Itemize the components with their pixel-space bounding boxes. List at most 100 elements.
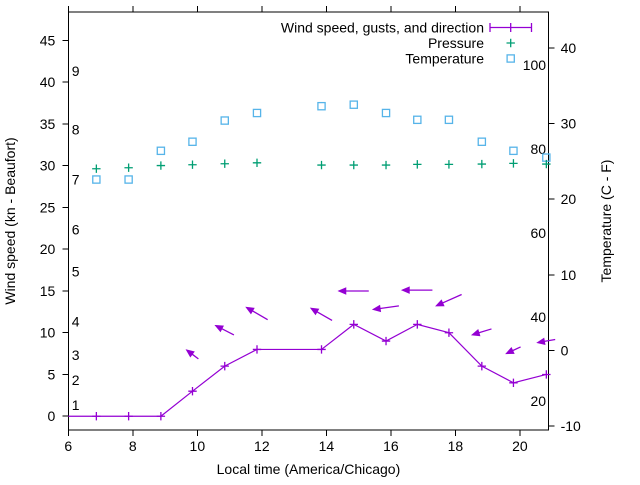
pressure-point <box>381 160 391 170</box>
wind-speed-point <box>477 361 487 371</box>
plot-border <box>67 11 550 431</box>
gust-direction-arrow-shaft <box>478 328 492 334</box>
wind-speed-point <box>156 412 166 421</box>
legend-label-wind: Wind speed, gusts, and direction <box>281 20 484 36</box>
beaufort-scale-label: 8 <box>72 121 80 137</box>
gust-direction-arrow-head <box>505 347 515 355</box>
y-axis-tick-label: 0 <box>48 408 56 424</box>
gust-direction-arrow <box>371 304 399 313</box>
legend <box>489 23 533 32</box>
x-axis-tick-label: 16 <box>383 438 399 454</box>
y-axis-tick-label: 40 <box>40 74 56 90</box>
temperature-point <box>444 115 454 125</box>
temperature-point <box>509 146 518 156</box>
y-axis-title: Wind speed (kn - Beaufort) <box>2 137 18 304</box>
y-axis-tick-label: 10 <box>40 325 56 341</box>
y2-axis-title: Temperature (C - F) <box>598 160 614 283</box>
beaufort-scale-label: 1 <box>72 397 80 413</box>
beaufort-scale-label: 6 <box>72 222 80 238</box>
gust-direction-arrow-head <box>309 307 320 316</box>
wind-speed-point <box>188 386 197 396</box>
gust-direction-arrow <box>470 328 492 337</box>
gust-direction-arrow-head <box>371 304 382 313</box>
gust-direction-arrow <box>309 307 333 322</box>
legend-sample-temperature <box>506 54 515 63</box>
temperature-point <box>220 116 229 125</box>
gust-direction-arrow-head <box>337 287 347 295</box>
y2-axis-tick-label: 40 <box>561 40 577 56</box>
wind-speed-line <box>68 323 547 417</box>
wind-speed-point <box>220 361 229 371</box>
wind-speed-point <box>92 412 101 421</box>
gust-direction-arrow-shaft <box>221 328 235 336</box>
gust-direction-arrow-head <box>435 299 445 307</box>
gust-direction-arrow <box>435 293 462 307</box>
legend-label-temperature: Temperature <box>405 51 484 67</box>
wind-speed-point <box>317 345 326 354</box>
wind-speed-point <box>349 320 358 329</box>
temperature-point <box>92 175 101 184</box>
y2-axis-tick-label: 30 <box>561 116 577 132</box>
fahrenheit-scale-label: 100 <box>523 57 547 73</box>
gust-direction-arrow-head <box>245 306 255 315</box>
gust-direction-arrow-head <box>185 349 195 358</box>
x-axis-tick-label: 12 <box>254 438 270 454</box>
pressure-point <box>444 160 454 169</box>
y2-axis-tick-label: 10 <box>561 267 577 283</box>
gust-direction-arrow <box>245 306 268 321</box>
gust-direction-arrow <box>400 286 433 294</box>
legend-label-pressure: Pressure <box>428 35 484 51</box>
beaufort-scale-label: 5 <box>72 263 80 279</box>
gust-direction-arrow <box>536 337 556 346</box>
temperature-point <box>124 175 133 184</box>
gust-direction-arrow-shaft <box>191 353 199 360</box>
gust-direction-arrow-shaft <box>512 346 521 352</box>
y-axis-tick-label: 20 <box>40 241 56 257</box>
beaufort-scale-label: 2 <box>72 372 80 388</box>
fahrenheit-scale-label: 40 <box>531 309 547 325</box>
temperature-point <box>317 101 326 111</box>
wind-speed-point <box>252 345 262 354</box>
y2-axis-tick-label: 0 <box>561 342 569 358</box>
fahrenheit-scale-label: 20 <box>531 393 547 409</box>
pressure-point <box>156 161 166 170</box>
gust-direction-arrow-shaft <box>252 310 268 321</box>
temperature-point <box>156 146 166 156</box>
beaufort-scale-label: 7 <box>72 171 80 187</box>
fahrenheit-scale-label: 60 <box>531 225 547 241</box>
y2-axis-tick-label: -10 <box>561 418 581 434</box>
temperature-point <box>349 100 359 109</box>
pressure-point <box>509 159 518 168</box>
x-axis-tick-label: 10 <box>190 438 206 454</box>
y2-axis-tick-label: 20 <box>561 191 577 207</box>
y-axis-tick-label: 25 <box>40 199 56 215</box>
temperature-point <box>413 115 422 125</box>
pressure-point <box>477 159 487 169</box>
pressure-point <box>413 160 422 169</box>
pressure-point <box>92 164 101 173</box>
gust-direction-arrow-head <box>214 324 224 333</box>
wind-speed-point <box>381 336 391 346</box>
x-axis-tick-label: 8 <box>129 438 137 454</box>
gust-direction-arrow <box>505 346 521 355</box>
fahrenheit-scale-label: 80 <box>531 141 547 157</box>
temperature-point <box>188 137 197 146</box>
wind-speed-point <box>413 320 422 329</box>
legend-sample-wind <box>489 23 533 32</box>
beaufort-scale-label: 9 <box>72 63 80 79</box>
legend-sample-pressure <box>506 38 515 48</box>
wind-speed-point <box>124 412 133 421</box>
gust-direction-arrow <box>337 287 369 295</box>
wind-speed-point <box>509 378 518 388</box>
pressure-point <box>542 159 551 169</box>
x-axis-tick-label: 14 <box>319 438 335 454</box>
temperature-point <box>381 108 391 118</box>
y-axis-tick-label: 5 <box>48 366 56 382</box>
gust-direction-arrow-head <box>400 286 410 294</box>
pressure-point <box>317 160 326 170</box>
y-axis-tick-label: 35 <box>40 116 56 132</box>
y-axis-tick-label: 30 <box>40 158 56 174</box>
pressure-point <box>124 163 133 172</box>
